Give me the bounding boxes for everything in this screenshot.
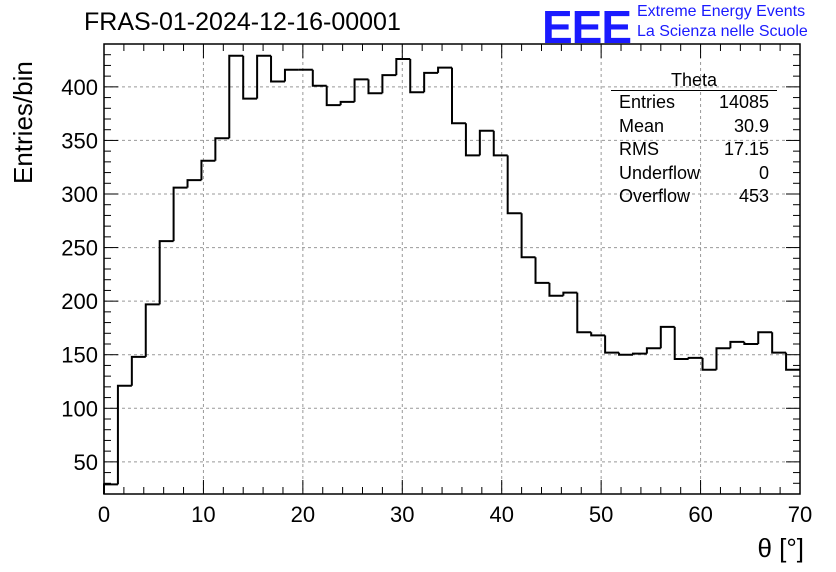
stats-value: 0 bbox=[758, 162, 769, 183]
stats-value: 14085 bbox=[718, 92, 769, 112]
histogram-bin bbox=[423, 71, 439, 93]
stats-row: RMS 17.15 bbox=[611, 138, 777, 162]
stats-value: 17.15 bbox=[723, 139, 769, 159]
y-tick-label: 350 bbox=[61, 128, 98, 153]
stats-box: Theta Entries 14085 Mean 30.9 RMS 17.15 … bbox=[611, 70, 777, 209]
stats-title: Theta bbox=[611, 70, 777, 91]
y-tick-label: 50 bbox=[74, 450, 98, 475]
histogram-bin bbox=[562, 291, 578, 296]
logo-line-1: Extreme Energy Events bbox=[637, 3, 806, 20]
histogram-bin bbox=[590, 332, 606, 337]
histogram-bin bbox=[172, 186, 188, 242]
y-tick-label: 300 bbox=[61, 182, 98, 207]
histogram-bin bbox=[144, 303, 160, 357]
y-tick-label: 200 bbox=[61, 289, 98, 314]
stats-label: Overflow bbox=[619, 186, 691, 206]
histogram-bin bbox=[325, 85, 341, 107]
histogram-bin bbox=[353, 78, 369, 102]
stats-value: 30.9 bbox=[733, 115, 769, 136]
histogram-bin bbox=[242, 55, 258, 100]
histogram-bin bbox=[771, 332, 787, 354]
y-axis-label: Entries/bin bbox=[8, 61, 38, 184]
stats-row: Entries 14085 bbox=[611, 91, 777, 115]
y-tick-label: 150 bbox=[61, 343, 98, 368]
x-tick-label: 10 bbox=[191, 502, 215, 527]
histogram-bin bbox=[520, 213, 536, 259]
histogram-bin bbox=[631, 352, 647, 355]
histogram-bin bbox=[186, 179, 202, 188]
histogram-bin bbox=[130, 355, 146, 386]
histogram-bin bbox=[785, 352, 800, 371]
y-tick-label: 250 bbox=[61, 236, 98, 261]
histogram-bin bbox=[576, 292, 592, 334]
histogram-bin bbox=[478, 129, 494, 156]
histogram-bin bbox=[214, 137, 230, 161]
histogram-bin bbox=[729, 340, 745, 349]
histogram-bin bbox=[715, 347, 731, 370]
stats-label: Mean bbox=[619, 115, 665, 136]
histogram-bin bbox=[464, 123, 480, 157]
histogram-bin bbox=[158, 240, 174, 305]
stats-value: 453 bbox=[738, 186, 769, 206]
histogram-bin bbox=[506, 155, 522, 215]
x-tick-label: 60 bbox=[688, 502, 712, 527]
stats-label: RMS bbox=[619, 139, 659, 159]
y-tick-label: 400 bbox=[61, 75, 98, 100]
histogram-bin bbox=[381, 74, 397, 94]
stats-row: Overflow 453 bbox=[611, 185, 777, 209]
chart-title: FRAS-01-2024-12-16-00001 bbox=[84, 8, 401, 36]
histogram-bin bbox=[757, 331, 773, 344]
x-tick-label: 0 bbox=[98, 502, 110, 527]
stats-row: Mean 30.9 bbox=[611, 115, 777, 139]
histogram-bin bbox=[409, 59, 425, 94]
x-axis-label: θ [°] bbox=[757, 533, 804, 563]
histogram-bin bbox=[548, 282, 564, 297]
histogram-bin bbox=[367, 79, 383, 95]
histogram-bin bbox=[228, 54, 244, 139]
histogram-bin bbox=[200, 159, 216, 181]
histogram-bin bbox=[492, 130, 508, 157]
stats-label: Underflow bbox=[619, 162, 701, 183]
stats-row: Underflow 0 bbox=[611, 162, 777, 186]
histogram-bin bbox=[270, 55, 285, 83]
histogram-bin bbox=[701, 357, 717, 371]
histogram-bin bbox=[437, 66, 452, 73]
histogram-bin bbox=[673, 326, 689, 360]
histogram-bin bbox=[645, 347, 661, 354]
x-tick-label: 70 bbox=[788, 502, 812, 527]
histogram-bin bbox=[604, 335, 620, 354]
histogram-bin bbox=[687, 356, 703, 359]
logo-line-2: La Scienza nelle Scuole bbox=[637, 23, 808, 40]
histogram-bin bbox=[618, 352, 633, 356]
x-tick-label: 30 bbox=[390, 502, 414, 527]
histogram-bin bbox=[451, 67, 466, 125]
x-tick-label: 50 bbox=[589, 502, 613, 527]
histogram-bin bbox=[256, 54, 272, 99]
y-tick-label: 100 bbox=[61, 396, 98, 421]
histogram-bin bbox=[534, 257, 550, 284]
eee-logo: EEE bbox=[542, 1, 632, 53]
histogram-bin bbox=[283, 68, 299, 82]
x-tick-label: 20 bbox=[291, 502, 315, 527]
histogram-bin bbox=[659, 325, 675, 349]
histogram-bin bbox=[743, 341, 759, 345]
histogram-bin bbox=[311, 69, 327, 87]
histogram-bin bbox=[395, 58, 411, 76]
histogram-bin bbox=[103, 483, 118, 494]
stats-label: Entries bbox=[619, 92, 676, 112]
histogram-bin bbox=[339, 100, 355, 106]
x-tick-label: 40 bbox=[489, 502, 513, 527]
histogram-bin bbox=[116, 384, 132, 485]
